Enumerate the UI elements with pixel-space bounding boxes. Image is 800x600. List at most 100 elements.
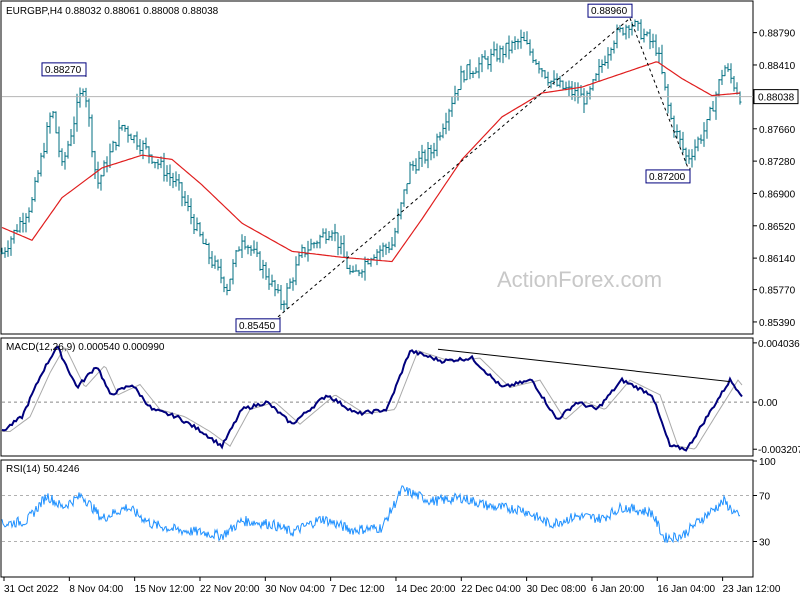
price-y-tick-label: 0.86140 xyxy=(759,254,796,265)
ohlc-bar xyxy=(234,249,238,268)
ohlc-bar xyxy=(126,125,130,143)
ohlc-bar xyxy=(249,245,253,256)
ohlc-bar xyxy=(198,222,202,237)
ohlc-bar xyxy=(522,31,526,42)
x-tick-label: 14 Dec 20:00 xyxy=(396,584,456,595)
ohlc-bar xyxy=(363,256,367,281)
current-price-label: 0.88038 xyxy=(758,93,795,104)
watermark: ActionForex.com xyxy=(497,267,662,292)
ohlc-bar xyxy=(309,238,313,251)
ohlc-bar xyxy=(609,47,613,61)
moving-average-line xyxy=(1,61,741,263)
macd-line xyxy=(1,345,743,452)
ohlc-bar xyxy=(147,146,151,164)
macd-y-tick-label: -0.003207 xyxy=(758,445,800,456)
ohlc-bar xyxy=(87,98,91,127)
ohlc-bar xyxy=(255,241,259,257)
ohlc-bar xyxy=(294,256,298,286)
macd-trendline xyxy=(437,348,731,383)
ohlc-bar xyxy=(240,234,244,258)
ohlc-bar xyxy=(438,131,442,141)
macd-label: MACD(12,26,9) 0.000540 0.000990 xyxy=(6,342,165,353)
ohlc-bar xyxy=(33,177,37,202)
ohlc-bar xyxy=(636,20,640,31)
ohlc-bar xyxy=(543,70,547,79)
ohlc-bar xyxy=(699,134,703,144)
ohlc-bar xyxy=(678,130,682,148)
ohlc-bar xyxy=(171,172,175,189)
ohlc-bar xyxy=(441,123,445,139)
ohlc-bar xyxy=(633,19,637,27)
ohlc-bar xyxy=(219,258,223,284)
ohlc-bar xyxy=(663,72,667,91)
ohlc-bar xyxy=(96,161,100,189)
ohlc-bar xyxy=(72,116,76,145)
ohlc-bar xyxy=(306,240,310,262)
ohlc-bar xyxy=(174,171,178,187)
ohlc-bar xyxy=(204,238,208,245)
ohlc-bar xyxy=(585,90,589,105)
ohlc-bar xyxy=(384,243,388,255)
ohlc-bar xyxy=(102,160,106,177)
ohlc-bar xyxy=(591,78,595,91)
ohlc-bar xyxy=(66,140,70,159)
ohlc-bar xyxy=(717,78,721,98)
ohlc-bar xyxy=(30,196,34,213)
price-level-label: 0.87200 xyxy=(645,167,691,184)
ohlc-bar xyxy=(324,228,328,244)
ohlc-bar xyxy=(666,84,670,114)
ohlc-bar xyxy=(381,242,385,258)
ohlc-bar xyxy=(177,173,181,191)
macd-y-tick-label: 0.00 xyxy=(758,398,778,409)
ohlc-bar xyxy=(45,122,49,154)
rsi-y-tick-label: 100 xyxy=(759,457,776,468)
x-tick-label: 30 Nov 04:00 xyxy=(265,584,325,595)
ohlc-bar xyxy=(588,86,592,100)
ohlc-bar xyxy=(483,50,487,60)
ohlc-bar xyxy=(537,61,541,74)
price-panel-frame xyxy=(0,0,754,335)
ohlc-bar xyxy=(501,45,505,64)
ohlc-bar xyxy=(21,212,25,233)
ohlc-bar xyxy=(24,213,28,233)
ohlc-bar xyxy=(90,114,94,158)
ohlc-bar xyxy=(456,89,460,101)
ohlc-bar xyxy=(600,59,604,73)
ohlc-bar xyxy=(252,240,256,254)
ohlc-bar xyxy=(657,47,661,63)
ohlc-bar xyxy=(189,198,193,225)
price-level-text: 0.88960 xyxy=(591,6,628,17)
price-y-tick-label: 0.86520 xyxy=(759,222,796,233)
ohlc-bar xyxy=(15,224,19,233)
ohlc-bar xyxy=(516,38,520,50)
ohlc-bar xyxy=(180,182,184,207)
ohlc-bar xyxy=(399,202,403,220)
ohlc-bar xyxy=(546,71,550,86)
macd-y-tick-label: 0.004036 xyxy=(758,339,800,350)
ohlc-bar xyxy=(618,25,622,33)
x-tick-label: 16 Jan 04:00 xyxy=(657,584,715,595)
rsi-line xyxy=(1,485,741,544)
ohlc-bar xyxy=(162,152,166,182)
ohlc-bar xyxy=(624,24,628,40)
ohlc-bar xyxy=(492,41,496,57)
ohlc-bar xyxy=(597,58,601,82)
ohlc-bar xyxy=(57,126,61,158)
ohlc-bar xyxy=(123,124,127,132)
price-level-text: 0.85450 xyxy=(239,321,276,332)
ohlc-bar xyxy=(696,136,700,152)
ohlc-bar xyxy=(372,254,376,261)
ohlc-bar xyxy=(312,241,316,249)
ohlc-bar xyxy=(51,110,55,119)
price-y-tick-label: 0.86900 xyxy=(759,189,796,200)
ohlc-bar xyxy=(684,147,688,164)
rsi-y-tick-label: 30 xyxy=(759,538,771,549)
current-price-box xyxy=(753,89,799,105)
x-tick-label: 22 Dec 04:00 xyxy=(461,584,521,595)
ohlc-bar xyxy=(534,59,538,66)
ohlc-bar xyxy=(48,112,52,134)
ohlc-bar xyxy=(333,223,337,242)
ohlc-bar xyxy=(168,164,172,186)
ohlc-bar xyxy=(243,236,247,250)
price-y-tick-label: 0.85770 xyxy=(759,286,796,297)
